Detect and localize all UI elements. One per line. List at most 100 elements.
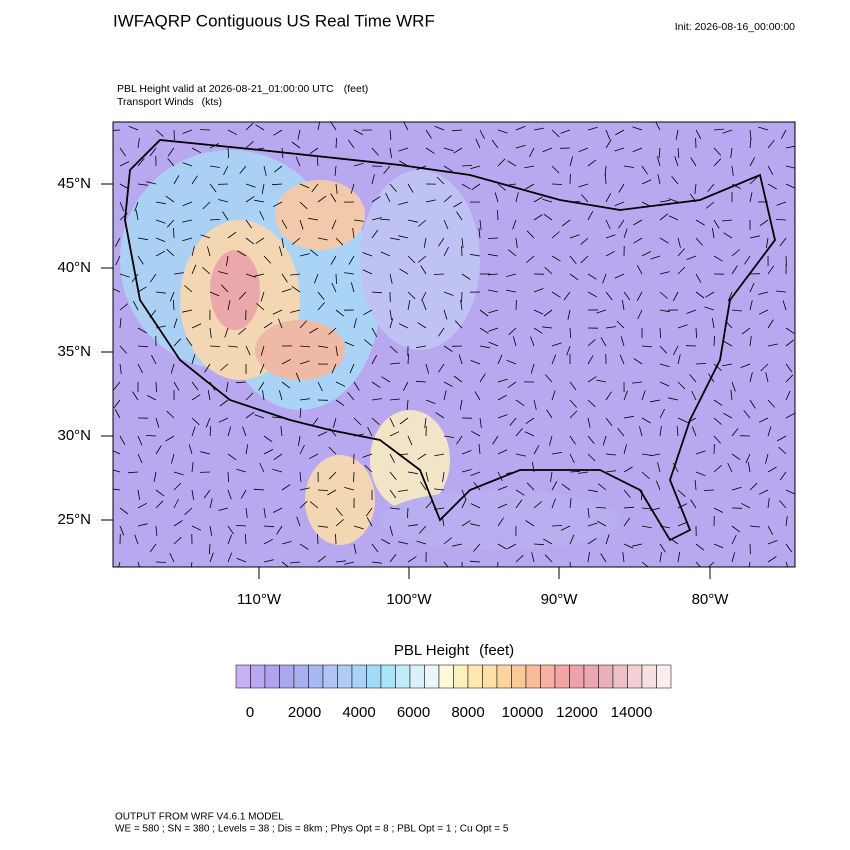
wind-barb — [310, 249, 319, 257]
wind-barb — [533, 309, 544, 315]
wind-barb — [677, 147, 680, 159]
wind-barb — [279, 246, 283, 257]
wind-barb — [255, 124, 265, 131]
wind-barb — [587, 273, 597, 280]
wind-barb — [488, 327, 499, 332]
wind-barb — [415, 380, 427, 383]
wind-barb — [407, 524, 418, 527]
wind-barb — [749, 138, 752, 149]
wind-barb — [335, 345, 338, 356]
wind-barb — [605, 219, 611, 230]
wind-barb — [272, 309, 283, 315]
wind-barb — [602, 273, 607, 284]
wind-barb — [779, 500, 787, 509]
wind-barb — [785, 339, 795, 347]
wind-barb — [209, 219, 221, 221]
wind-barb — [731, 165, 734, 176]
wind-barb — [543, 309, 553, 317]
wind-barb — [531, 552, 535, 563]
wind-barb — [227, 453, 237, 461]
wind-barb — [227, 525, 235, 535]
wind-barb — [461, 498, 467, 509]
wind-barb — [222, 211, 229, 221]
wind-barb — [767, 498, 770, 509]
wind-barb — [425, 199, 436, 203]
lat-label: 45°N — [57, 175, 91, 192]
wind-barb — [335, 533, 337, 545]
wind-barb — [785, 183, 795, 189]
wind-barb — [155, 219, 166, 224]
wind-barb — [749, 399, 756, 409]
wind-barb — [289, 561, 301, 564]
wind-barb — [236, 468, 247, 473]
colorbar-box — [627, 664, 643, 689]
wind-barb — [731, 183, 741, 190]
wind-barb — [434, 488, 445, 491]
wind-barb — [497, 485, 508, 491]
wind-barb — [245, 392, 254, 401]
wind-barb — [569, 156, 574, 167]
colorbar-box — [351, 664, 367, 689]
wind-barb — [569, 435, 576, 445]
wind-barb — [353, 543, 357, 554]
wind-barb — [569, 498, 572, 509]
wind-barb — [473, 481, 481, 491]
wind-barb — [623, 489, 631, 498]
wind-barb — [767, 399, 775, 408]
wind-barb — [424, 417, 427, 428]
wind-barb — [328, 327, 337, 335]
wind-barb — [165, 435, 175, 442]
wind-barb — [290, 309, 301, 313]
wind-barb — [389, 417, 395, 428]
wind-barb — [371, 196, 381, 203]
wind-barb — [758, 309, 769, 315]
wind-barb — [347, 392, 355, 401]
wind-barb — [478, 444, 481, 455]
wind-barb — [442, 471, 445, 482]
field-title: PBL Height valid at 2026-08-21_01:00:00 … — [117, 83, 368, 95]
wind-barb — [743, 409, 751, 419]
wind-barb — [497, 414, 508, 419]
wind-barb — [578, 471, 589, 474]
wind-barb — [533, 543, 545, 546]
wind-barb — [155, 500, 164, 509]
wind-barb — [245, 183, 256, 188]
wind-barb — [515, 428, 523, 437]
wind-barb — [443, 561, 449, 567]
wind-barb — [622, 300, 625, 311]
wind-barb — [353, 129, 364, 135]
wind-barb — [407, 435, 413, 446]
wind-barb — [713, 465, 722, 473]
wind-barb — [659, 327, 661, 339]
colorbar-box — [554, 664, 570, 689]
wind-barb — [703, 489, 715, 491]
wind-barb — [119, 363, 122, 374]
wind-barb — [632, 381, 643, 384]
wind-barb — [551, 354, 557, 365]
wind-barb — [331, 363, 337, 374]
wind-barb — [758, 126, 769, 131]
wind-barb — [560, 129, 571, 134]
wind-barb — [713, 543, 724, 549]
wind-barb — [785, 327, 795, 334]
wind-barb — [272, 507, 283, 513]
wind-barb — [507, 160, 517, 167]
wind-barb — [317, 291, 325, 301]
wind-barb — [713, 255, 723, 262]
wind-barb — [623, 291, 631, 301]
wind-barb — [636, 265, 643, 275]
wind-barb — [299, 500, 308, 509]
wind-barb — [533, 399, 537, 410]
wind-barb — [636, 291, 643, 301]
footer-line: WE = 580 ; SN = 380 ; Levels = 38 ; Dis … — [115, 824, 509, 835]
wind-barb — [281, 381, 291, 389]
wind-barb — [443, 147, 454, 152]
wind-barb — [713, 399, 723, 406]
wind-barb — [515, 144, 526, 149]
colorbar-box — [250, 664, 266, 689]
wind-barb — [173, 482, 182, 491]
lon-label: 90°W — [541, 591, 579, 608]
wind-barb — [506, 183, 517, 186]
wind-barb — [127, 471, 139, 474]
wind-barb — [218, 199, 229, 203]
